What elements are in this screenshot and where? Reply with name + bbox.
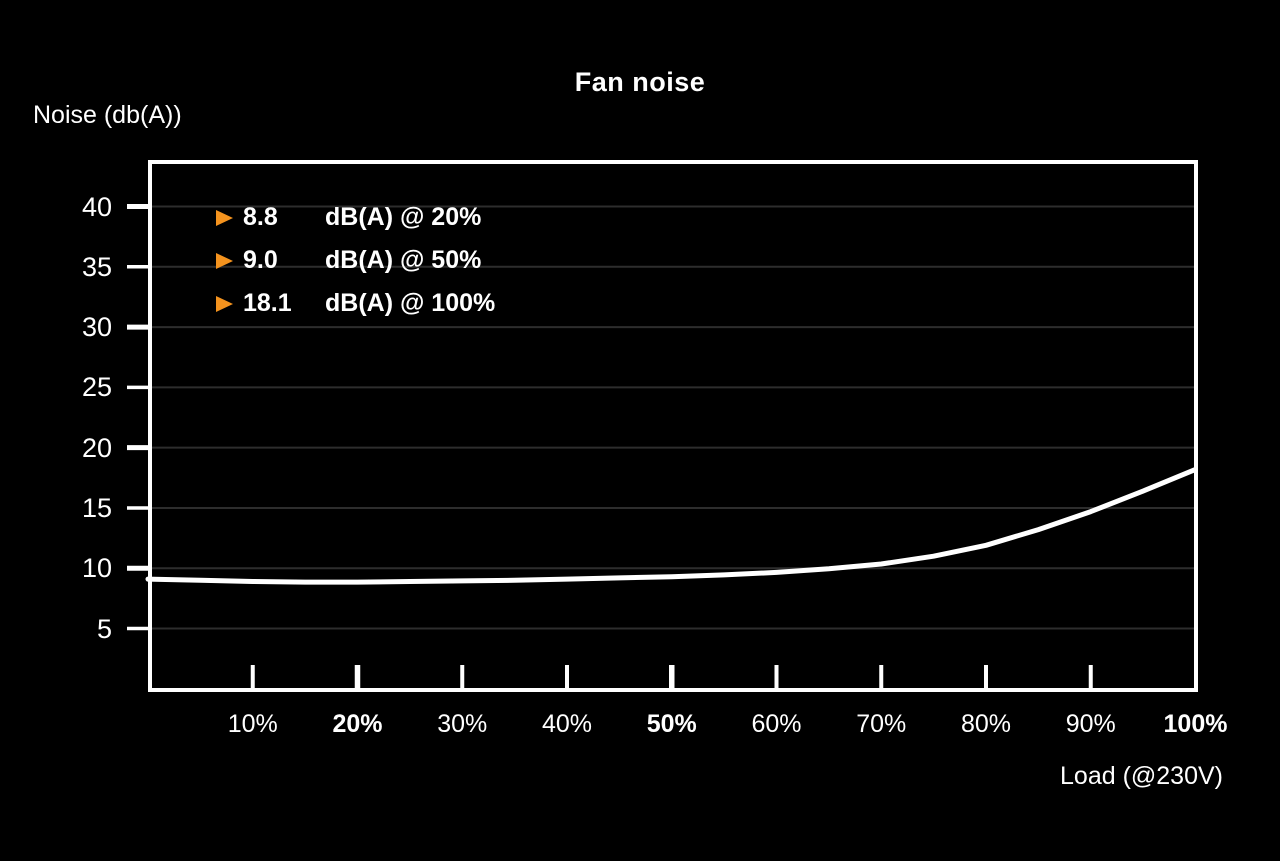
legend-value: 18.1 bbox=[243, 289, 292, 317]
triangle-right-icon bbox=[216, 295, 233, 312]
x-tick-label: 100% bbox=[1163, 710, 1228, 738]
legend-row: 9.0 dB(A) @ 50% bbox=[216, 246, 495, 275]
plot-frame bbox=[148, 160, 1198, 692]
x-tick-label: 30% bbox=[437, 710, 488, 738]
chart-legend: 8.8 dB(A) @ 20% 9.0 dB(A) @ 50% 18.1 dB(A) @ … bbox=[216, 203, 495, 318]
legend-row: 18.1 dB(A) @ 100% bbox=[216, 289, 495, 318]
legend-label: dB(A) @ 20% bbox=[325, 203, 482, 231]
legend-label: dB(A) @ 100% bbox=[325, 289, 496, 317]
y-tick-label: 25 bbox=[81, 372, 112, 403]
legend-row: 8.8 dB(A) @ 20% bbox=[216, 203, 495, 232]
chart-title: Fan noise bbox=[574, 67, 706, 97]
legend-value: 8.8 bbox=[243, 203, 278, 231]
legend-label: dB(A) @ 50% bbox=[325, 246, 482, 274]
x-tick-label: 20% bbox=[332, 710, 383, 738]
y-tick-label: 35 bbox=[81, 251, 112, 282]
x-tick-label: 50% bbox=[646, 710, 697, 738]
y-tick-label: 20 bbox=[81, 432, 112, 463]
x-tick-label: 40% bbox=[541, 710, 593, 738]
legend-value: 9.0 bbox=[243, 246, 278, 274]
y-tick-label: 5 bbox=[96, 613, 112, 644]
y-tick-label: 10 bbox=[81, 553, 112, 584]
y-tick-label: 40 bbox=[81, 191, 112, 222]
x-tick-label: 70% bbox=[856, 710, 907, 738]
triangle-right-icon bbox=[216, 209, 233, 226]
y-axis-label: Noise (db(A)) bbox=[33, 101, 182, 129]
x-tick-label: 10% bbox=[227, 710, 278, 738]
noise-curve bbox=[145, 466, 1198, 585]
x-axis-label: Load (@230V) bbox=[1060, 762, 1223, 790]
x-tick-label: 60% bbox=[751, 710, 802, 738]
x-tick-label: 90% bbox=[1065, 710, 1116, 738]
y-tick-label: 15 bbox=[81, 492, 112, 523]
triangle-right-icon bbox=[216, 252, 233, 269]
y-tick-label: 30 bbox=[81, 312, 112, 343]
x-tick-label: 80% bbox=[960, 710, 1012, 738]
